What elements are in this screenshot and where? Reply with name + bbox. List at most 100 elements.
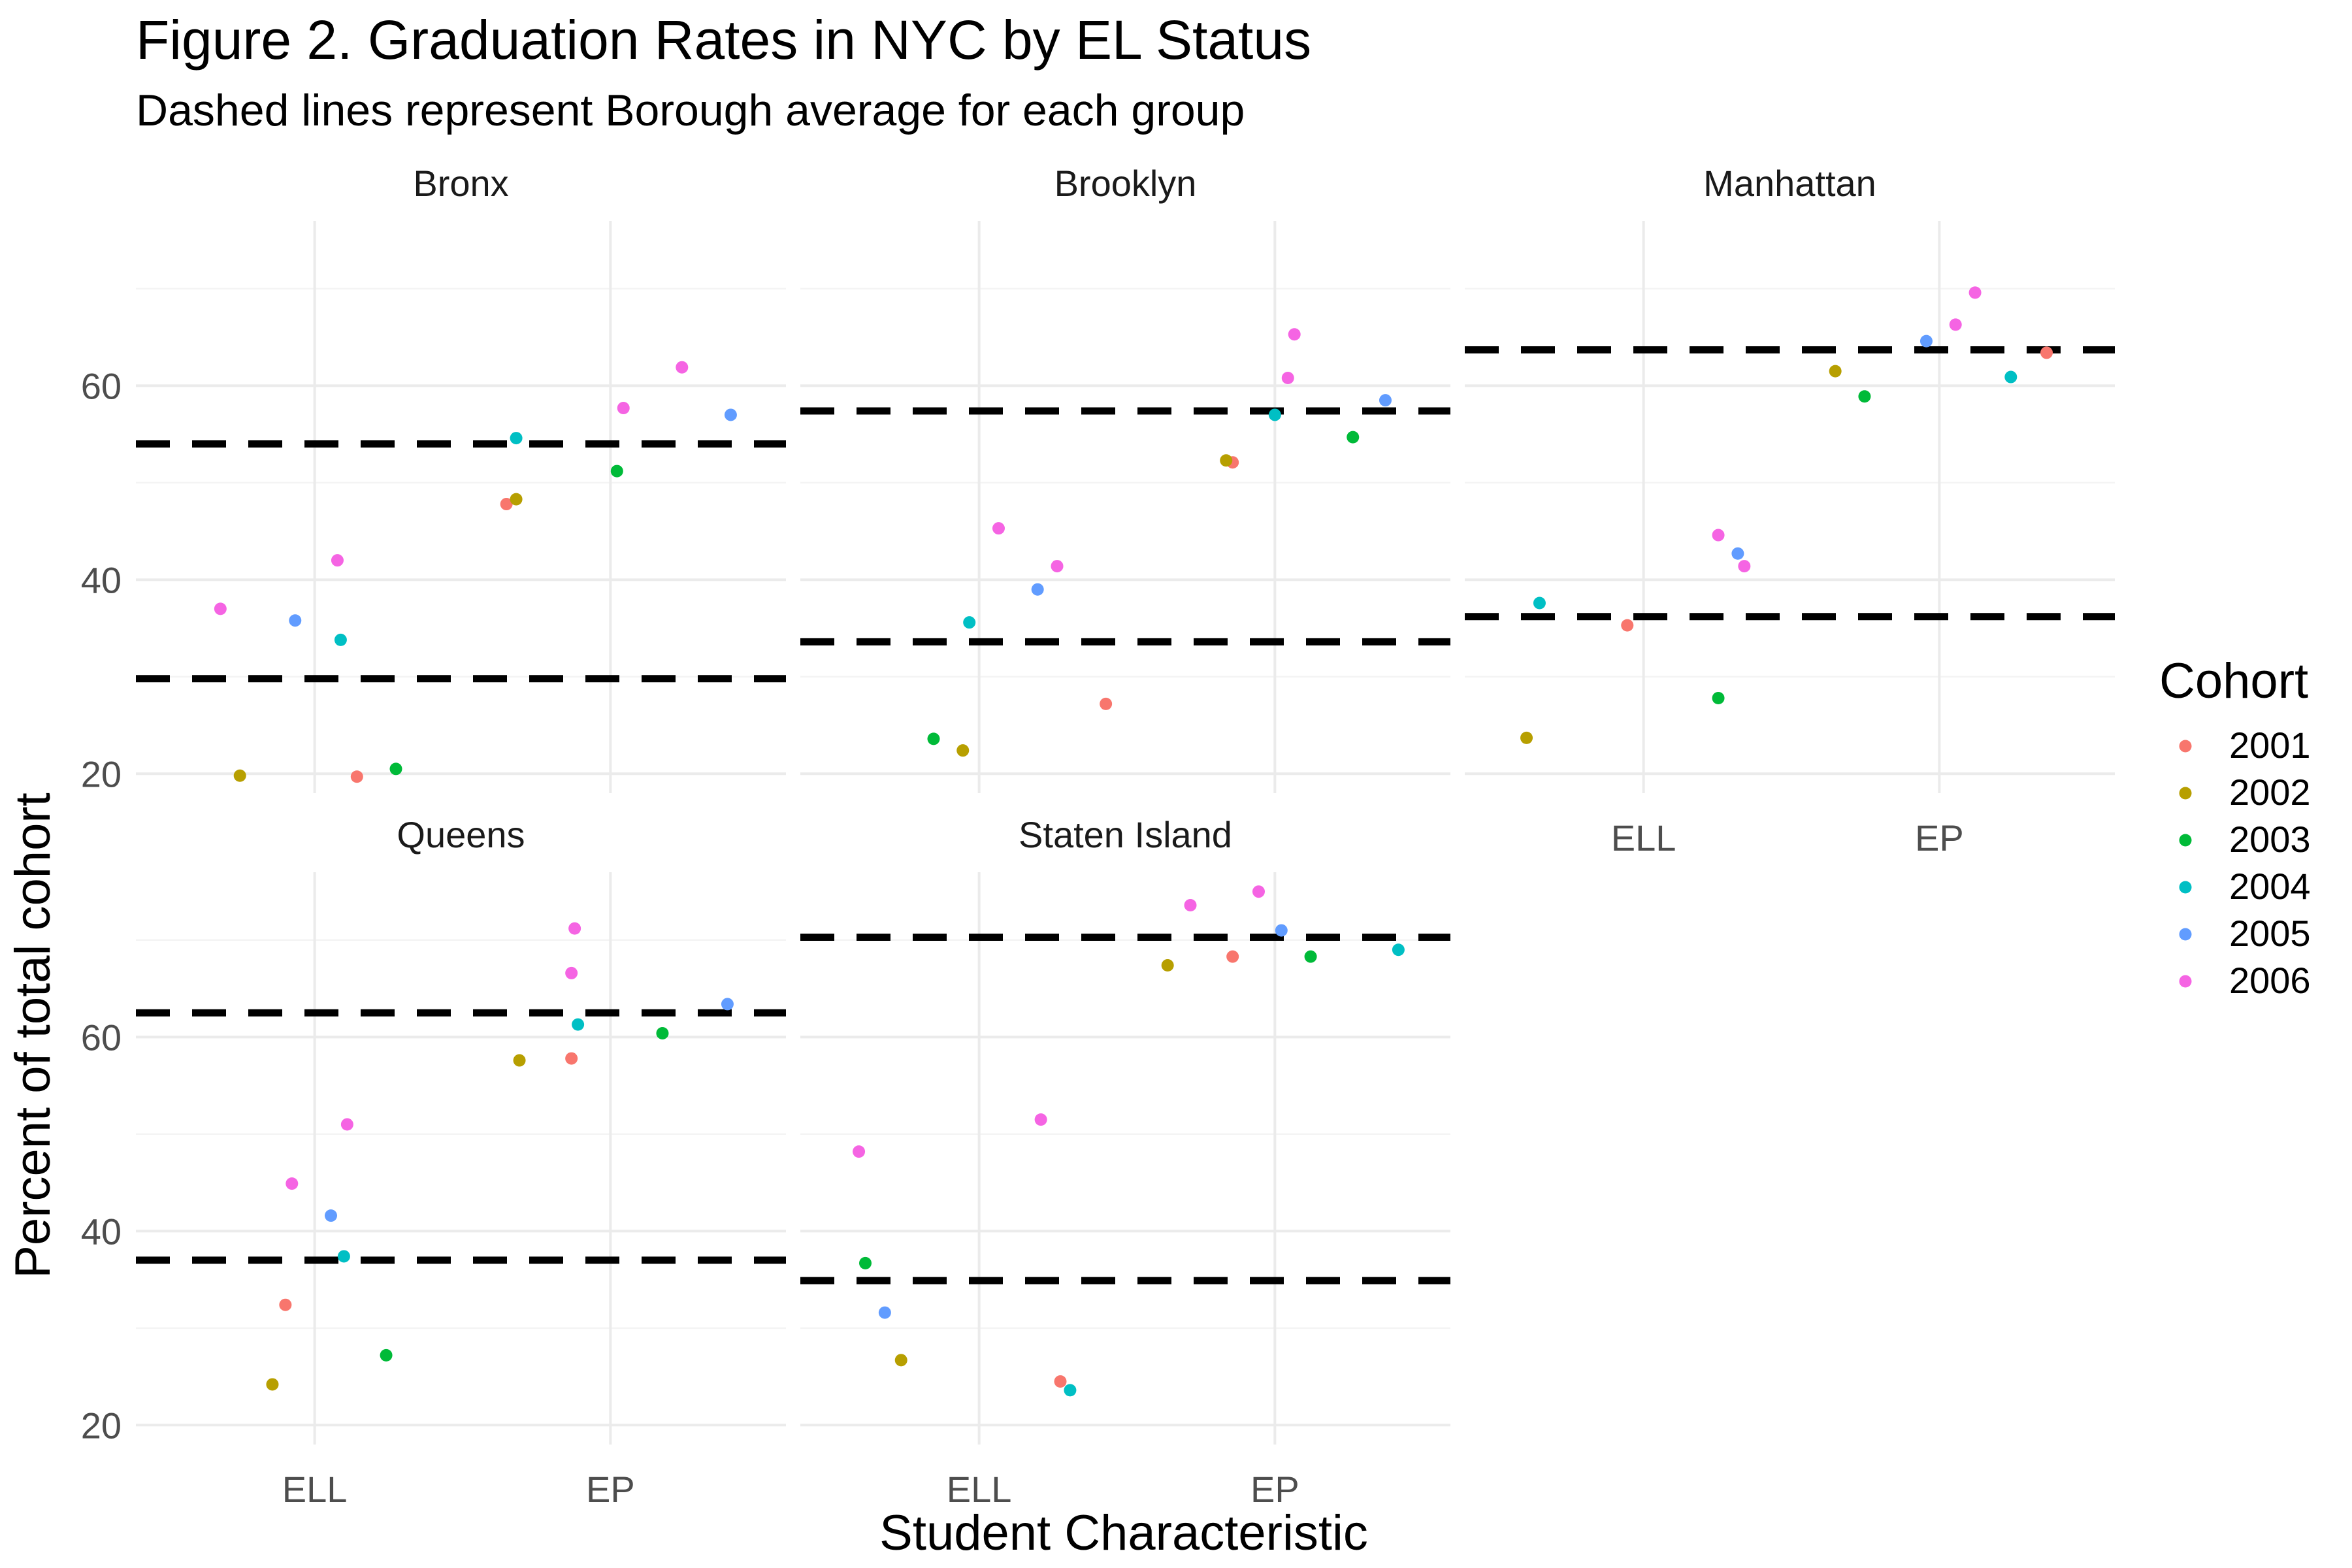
- point-2006-ell: [1051, 560, 1064, 573]
- point-2002-ell: [233, 769, 246, 782]
- legend-label: 2003: [2229, 819, 2311, 860]
- point-2002-ell: [894, 1354, 907, 1367]
- point-2002-ep: [1829, 365, 1842, 378]
- point-2002-ell: [266, 1378, 279, 1391]
- legend-title: Cohort: [2159, 653, 2308, 709]
- y-axis-title: Percent of total cohort: [5, 792, 61, 1279]
- point-2003-ell: [380, 1348, 393, 1362]
- point-2005-ep: [721, 998, 734, 1011]
- legend-key: [2179, 787, 2192, 800]
- x-axis-title: Student Characteristic: [879, 1505, 1368, 1561]
- point-2001-ep: [2040, 346, 2053, 359]
- point-2003-ell: [1712, 691, 1725, 704]
- point-2005-ep: [1275, 924, 1288, 937]
- legend-key: [2179, 881, 2192, 894]
- facet-label-staten-island: Staten Island: [1019, 814, 1232, 855]
- point-2004-ep: [2004, 370, 2017, 384]
- y-tick-label: 60: [81, 1017, 122, 1058]
- point-2005-ell: [325, 1209, 337, 1222]
- point-2004-ell: [1533, 596, 1546, 610]
- y-tick-label: 20: [81, 753, 122, 794]
- point-2005-ell: [878, 1306, 891, 1319]
- point-2003-ell: [859, 1256, 872, 1269]
- point-2004-ell: [337, 1250, 350, 1263]
- legend-key: [2179, 928, 2192, 941]
- point-2006-ep: [1288, 328, 1301, 341]
- point-2006-ell: [853, 1145, 866, 1158]
- x-tick-label-ep: EP: [1915, 817, 1964, 858]
- point-2003-ep: [1858, 390, 1871, 403]
- legend-entry-2005: 2005: [2179, 913, 2311, 954]
- y-tick-label: 20: [81, 1405, 122, 1446]
- point-2005-ell: [1731, 547, 1744, 560]
- point-2006-ep: [1252, 885, 1265, 898]
- point-2003-ell: [389, 762, 402, 776]
- panel-brooklyn: Brooklyn: [800, 163, 1450, 793]
- legend-key: [2179, 834, 2192, 847]
- point-2001-ell: [279, 1298, 292, 1311]
- point-2001-ell: [1054, 1375, 1067, 1388]
- point-2004-ep: [1392, 943, 1405, 956]
- facet-label-manhattan: Manhattan: [1703, 163, 1876, 204]
- point-2003-ep: [656, 1026, 669, 1039]
- point-2006-ep: [1949, 318, 1962, 331]
- legend-label: 2006: [2229, 960, 2311, 1001]
- point-2003-ep: [1304, 950, 1317, 963]
- point-2004-ell: [1064, 1384, 1077, 1397]
- point-2006-ell: [1712, 529, 1725, 542]
- point-2004-ep: [572, 1018, 585, 1031]
- point-2004-ell: [334, 633, 347, 646]
- point-2004-ell: [963, 616, 976, 629]
- y-tick-label: 40: [81, 1211, 122, 1252]
- point-2006-ell: [214, 602, 227, 615]
- point-2006-ell: [331, 554, 344, 567]
- point-2006-ep: [676, 361, 689, 374]
- legend-entry-2004: 2004: [2179, 866, 2311, 907]
- point-2001-ep: [565, 1052, 578, 1065]
- panel-manhattan: Manhattan ELL EP: [1465, 163, 2115, 858]
- facet-label-bronx: Bronx: [413, 163, 508, 204]
- facet-label-brooklyn: Brooklyn: [1054, 163, 1197, 204]
- point-2003-ell: [927, 732, 940, 745]
- x-tick-label-ep: EP: [1250, 1469, 1299, 1510]
- panel-bronx: Bronx 20 40 60: [81, 163, 786, 794]
- point-2005-ep: [724, 408, 737, 421]
- point-2004-ep: [510, 432, 523, 445]
- chart-subtitle: Dashed lines represent Borough average f…: [136, 86, 1245, 135]
- point-2004-ep: [1268, 408, 1281, 421]
- point-2006-ep: [568, 922, 581, 935]
- chart-title: Figure 2. Graduation Rates in NYC by EL …: [136, 9, 1311, 71]
- legend-entry-2006: 2006: [2179, 960, 2311, 1001]
- point-2006-ell: [1034, 1113, 1047, 1126]
- point-2002-ep: [1220, 454, 1233, 467]
- point-2002-ep: [510, 493, 523, 506]
- x-tick-label-ell: ELL: [947, 1469, 1012, 1510]
- x-tick-label-ell: ELL: [1611, 817, 1676, 858]
- legend-key: [2179, 975, 2192, 988]
- point-2001-ell: [350, 770, 363, 783]
- legend-entry-2002: 2002: [2179, 772, 2311, 813]
- point-2006-ep: [1184, 898, 1197, 911]
- legend: Cohort 2001 2002 2003 2004 2005 2006: [2159, 653, 2311, 1001]
- panel-staten-island: Staten Island ELL EP: [800, 814, 1450, 1510]
- x-tick-label-ell: ELL: [282, 1469, 348, 1510]
- point-2005-ep: [1919, 335, 1933, 348]
- legend-label: 2002: [2229, 772, 2311, 813]
- legend-label: 2001: [2229, 725, 2311, 766]
- point-2006-ep: [1281, 372, 1294, 385]
- point-2003-ep: [1347, 431, 1360, 444]
- x-tick-label-ep: EP: [586, 1469, 635, 1510]
- point-2001-ep: [500, 498, 513, 511]
- legend-entry-2001: 2001: [2179, 725, 2311, 766]
- point-2001-ep: [1226, 950, 1239, 963]
- point-2005-ell: [1031, 583, 1044, 596]
- legend-key: [2179, 740, 2192, 753]
- y-tick-label: 40: [81, 559, 122, 600]
- y-tick-label: 60: [81, 365, 122, 406]
- facet-panels: Bronx 20 40 60 Brooklyn Manhattan ELL EP Queens 2…: [81, 163, 2115, 1510]
- point-2006-ep: [1968, 286, 1982, 299]
- point-2006-ep: [565, 966, 578, 979]
- point-2002-ep: [513, 1054, 526, 1067]
- point-2002-ep: [1161, 959, 1174, 972]
